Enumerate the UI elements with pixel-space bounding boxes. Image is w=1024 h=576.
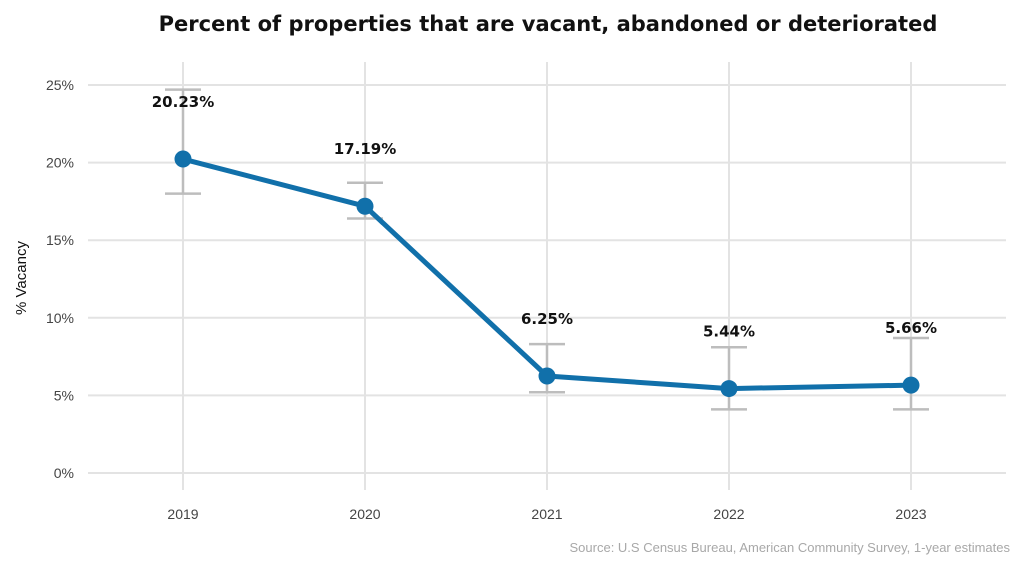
data-point	[902, 376, 920, 394]
data-labels: 20.23% 17.19% 6.25% 5.44% 5.66%	[152, 93, 937, 341]
data-point	[174, 150, 192, 168]
grid-lines	[88, 62, 1006, 490]
data-label: 6.25%	[521, 310, 573, 328]
chart-title: Percent of properties that are vacant, a…	[159, 12, 938, 36]
y-axis-ticks: 0% 5% 10% 15% 20% 25%	[46, 77, 74, 481]
x-tick-label: 2019	[167, 506, 198, 522]
y-tick-label: 10%	[46, 310, 74, 326]
data-label: 17.19%	[334, 140, 396, 158]
data-point	[356, 197, 374, 215]
source-note: Source: U.S Census Bureau, American Comm…	[570, 540, 1011, 555]
data-point	[538, 367, 556, 385]
x-tick-label: 2023	[895, 506, 926, 522]
error-bar	[165, 88, 201, 195]
data-label: 20.23%	[152, 93, 214, 111]
x-axis-ticks: 2019 2020 2021 2022 2023	[167, 506, 926, 522]
x-tick-label: 2022	[713, 506, 744, 522]
x-tick-label: 2021	[531, 506, 562, 522]
y-axis-label: % Vacancy	[13, 241, 30, 315]
error-bar	[711, 346, 747, 411]
y-tick-label: 15%	[46, 232, 74, 248]
data-point	[720, 380, 738, 398]
error-bar	[893, 336, 929, 411]
y-tick-label: 0%	[54, 465, 74, 481]
data-points	[174, 150, 920, 398]
y-tick-label: 20%	[46, 155, 74, 171]
data-label: 5.44%	[703, 323, 755, 341]
x-tick-label: 2020	[349, 506, 380, 522]
y-tick-label: 25%	[46, 77, 74, 93]
data-label: 5.66%	[885, 319, 937, 337]
y-tick-label: 5%	[54, 387, 74, 403]
